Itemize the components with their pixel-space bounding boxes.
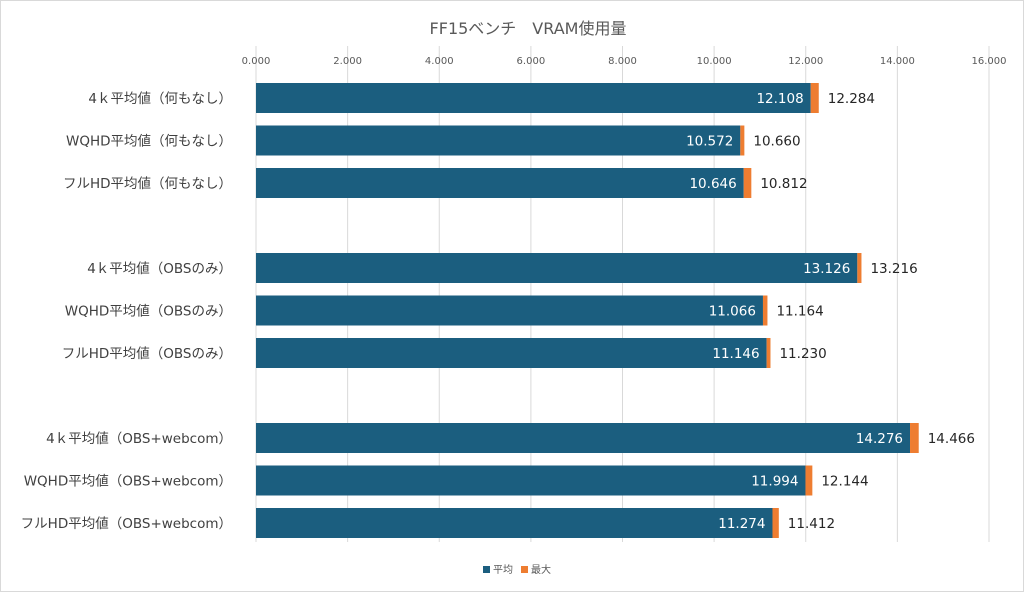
data-label-avg: 11.146	[712, 346, 759, 362]
category-label: WQHD平均値（何もなし）	[66, 134, 232, 150]
bar-max	[805, 465, 813, 496]
data-label-avg: 10.572	[686, 134, 733, 150]
x-tick-label: 6.000	[517, 56, 546, 67]
category-label: 4ｋ平均値（OBS+webcom）	[46, 431, 232, 447]
data-label-avg: 11.066	[709, 304, 756, 320]
data-label-max: 12.144	[821, 474, 868, 490]
category-label: 4ｋ平均値（何もなし）	[88, 91, 232, 107]
data-label-avg: 11.274	[718, 516, 765, 532]
bars	[256, 83, 919, 538]
legend: 平均 最大	[483, 563, 551, 576]
bar-max	[762, 295, 768, 326]
category-label: 4ｋ平均値（OBSのみ）	[87, 261, 232, 277]
legend-label-avg: 平均	[493, 564, 513, 576]
data-label-max: 13.216	[870, 261, 917, 277]
category-label: フルHD平均値（OBSのみ）	[62, 346, 232, 362]
data-label-max: 10.812	[760, 176, 807, 192]
bar-max	[740, 125, 745, 156]
bar-avg	[256, 508, 773, 538]
bar-avg	[256, 295, 763, 326]
data-label-max: 12.284	[828, 91, 875, 107]
data-label-max: 11.230	[779, 346, 826, 362]
category-labels: 4ｋ平均値（何もなし） WQHD平均値（何もなし） フルHD平均値（何もなし） 4ｋ平…	[21, 91, 232, 532]
bar-max	[810, 83, 819, 113]
bar-avg	[256, 423, 911, 453]
data-label-max: 10.660	[753, 134, 800, 150]
bar-max	[743, 168, 752, 198]
x-tick-label: 10.000	[697, 56, 732, 67]
x-tick-label: 16.000	[972, 56, 1007, 67]
data-labels: 12.108 12.284 10.572 10.660 10.646 10.812 13.1…	[686, 91, 975, 532]
x-axis-ticks: 0.000 2.000 4.000 6.000 8.000 10.000 12.000 14.…	[242, 56, 1007, 67]
bar-avg	[256, 83, 811, 113]
x-tick-label: 0.000	[242, 56, 271, 67]
x-tick-label: 12.000	[788, 56, 823, 67]
legend-label-max: 最大	[531, 563, 551, 576]
bar-avg	[256, 168, 744, 198]
category-label: フルHD平均値（OBS+webcom）	[21, 516, 232, 532]
data-label-avg: 10.646	[689, 176, 736, 192]
data-label-avg: 14.276	[856, 431, 903, 447]
data-label-max: 11.164	[776, 304, 823, 320]
x-tick-label: 8.000	[608, 56, 637, 67]
bar-max	[857, 253, 862, 283]
data-label-avg: 13.126	[803, 261, 850, 277]
bar-max	[766, 338, 771, 368]
bar-avg	[256, 253, 858, 283]
data-label-avg: 12.108	[756, 91, 803, 107]
x-tick-label: 4.000	[425, 56, 454, 67]
legend-swatch-avg	[483, 566, 490, 573]
bar-max	[910, 423, 919, 453]
bar-avg	[256, 465, 806, 496]
x-tick-label: 2.000	[333, 56, 362, 67]
category-label: フルHD平均値（何もなし）	[63, 176, 232, 192]
chart-title: FF15ベンチ VRAM使用量	[430, 19, 627, 38]
category-label: WQHD平均値（OBSのみ）	[65, 304, 232, 320]
bar-max	[772, 508, 779, 538]
x-tick-label: 14.000	[880, 56, 915, 67]
category-label: WQHD平均値（OBS+webcom）	[24, 474, 232, 490]
data-label-avg: 11.994	[751, 474, 798, 490]
data-label-max: 11.412	[788, 516, 835, 532]
data-label-max: 14.466	[928, 431, 975, 447]
bar-avg	[256, 338, 767, 368]
legend-swatch-max	[521, 566, 528, 573]
bar-avg	[256, 125, 741, 156]
